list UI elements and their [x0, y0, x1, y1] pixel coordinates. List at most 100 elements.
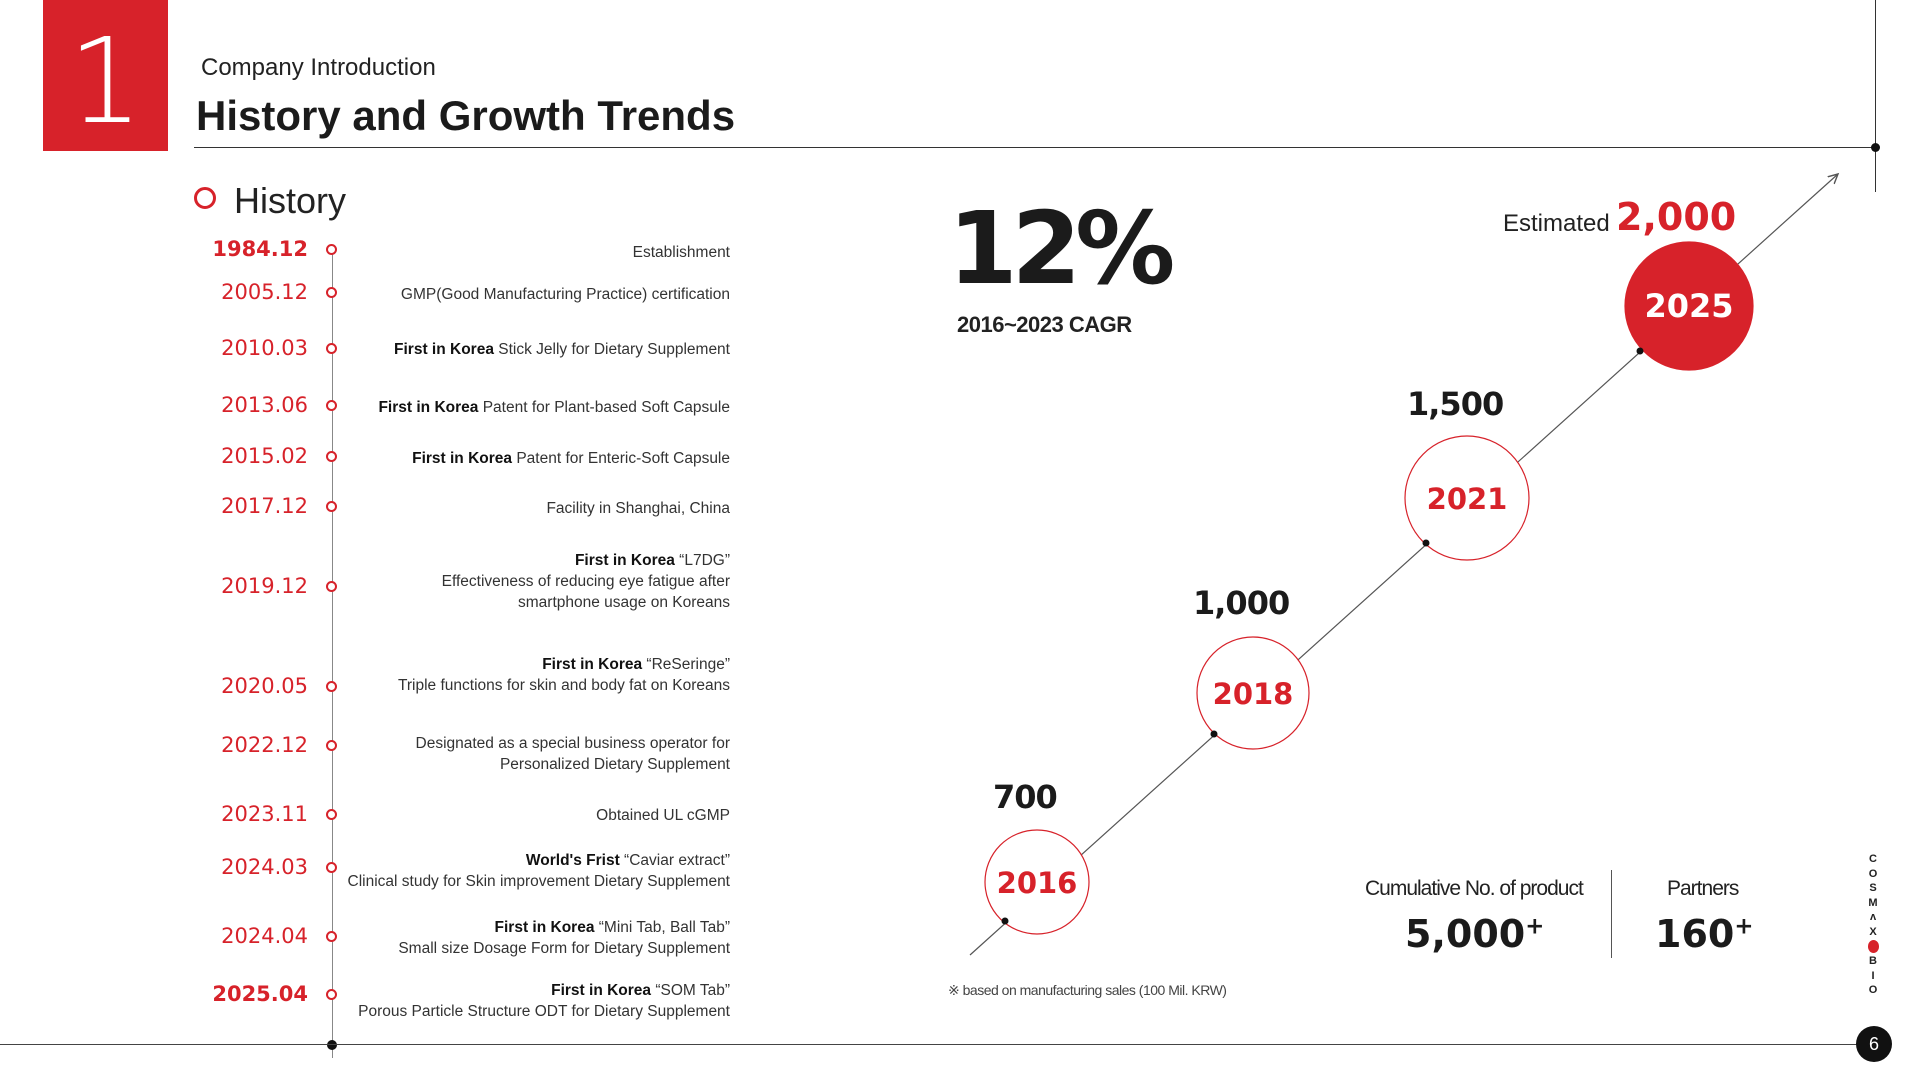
- stat-divider: [1611, 870, 1612, 958]
- timeline-highlight: First in Korea: [412, 450, 513, 467]
- timeline-line-text: Personalized Dietary Supplement: [330, 754, 730, 775]
- timeline-text: Clinical study for Skin improvement Diet…: [347, 873, 731, 890]
- timeline-line-text: Triple functions for skin and body fat o…: [330, 675, 730, 696]
- trend-point-dot: [1210, 730, 1218, 738]
- timeline-dot: [326, 931, 337, 942]
- timeline-description: First in Korea Stick Jelly for Dietary S…: [330, 339, 730, 360]
- header-divider: [194, 147, 1876, 148]
- timeline-date: 2024.04: [221, 924, 308, 948]
- timeline-date: 2010.03: [221, 336, 308, 360]
- estimated-label: Estimated: [1503, 210, 1610, 237]
- timeline-line-text: Establishment: [330, 242, 730, 263]
- timeline-text: Establishment: [632, 244, 730, 261]
- timeline-description: Establishment: [330, 242, 730, 263]
- timeline-date: 2020.05: [221, 674, 308, 698]
- timeline-line-text: GMP(Good Manufacturing Practice) certifi…: [330, 284, 730, 305]
- plus-sign: +: [1734, 913, 1754, 940]
- stat-partners-label: Partners: [1667, 877, 1739, 900]
- timeline-dot: [326, 681, 337, 692]
- brand-letter: X: [1869, 925, 1877, 938]
- timeline-description: First in Korea “SOM Tab” Porous Particle …: [330, 980, 730, 1022]
- timeline-line-text: First in Korea “Mini Tab, Ball Tab”: [330, 917, 730, 938]
- timeline-line-text: First in Korea Patent for Enteric-Soft C…: [330, 448, 730, 469]
- timeline-description: First in Korea Patent for Enteric-Soft C…: [330, 448, 730, 469]
- trend-year-label: 2018: [1213, 677, 1294, 711]
- timeline-dot: [326, 400, 337, 411]
- timeline-text: Designated as a special business operato…: [415, 735, 731, 752]
- timeline-line-text: Obtained UL cGMP: [330, 805, 730, 826]
- timeline-highlight: First in Korea: [494, 919, 595, 936]
- timeline-dot: [326, 451, 337, 462]
- timeline-highlight: First in Korea: [542, 656, 643, 673]
- stat-products-value: 5,000+: [1405, 912, 1544, 956]
- timeline-text: Obtained UL cGMP: [596, 807, 730, 824]
- right-vertical-rule: [1875, 0, 1876, 192]
- history-heading: History: [234, 180, 347, 221]
- timeline-dot: [326, 740, 337, 751]
- timeline-description: World's Frist “Caviar extract” Clinical s…: [330, 850, 731, 892]
- timeline-dot: [326, 287, 337, 298]
- timeline-highlight: First in Korea: [574, 552, 675, 569]
- brand-letter: M: [1868, 896, 1878, 909]
- trend-point-dot: [1001, 917, 1009, 925]
- brand-vertical-logo: C O S M ʌ X B I O: [1864, 852, 1882, 998]
- timeline-text: “Caviar extract”: [619, 852, 730, 869]
- timeline-description: Facility in Shanghai, China: [330, 498, 730, 519]
- timeline-line-text: Small size Dosage Form for Dietary Suppl…: [330, 938, 730, 959]
- timeline-date: 2019.12: [221, 574, 308, 598]
- timeline-date: 2013.06: [221, 393, 308, 417]
- brand-letter: C: [1869, 853, 1877, 865]
- cagr-value: 12%: [948, 190, 1175, 307]
- timeline-date: 2017.12: [221, 494, 308, 518]
- estimated-value: 2,000: [1616, 195, 1737, 239]
- timeline-date: 1984.12: [212, 237, 308, 261]
- timeline-text: Patent for Enteric-Soft Capsule: [512, 450, 730, 467]
- section-number-box: 1: [43, 0, 168, 151]
- timeline-description: First in Korea “ReSeringe” Triple functio…: [330, 654, 730, 696]
- cagr-label: 2016~2023 CAGR: [957, 312, 1132, 337]
- timeline-line-text: Facility in Shanghai, China: [330, 498, 730, 519]
- plus-sign: +: [1525, 913, 1545, 940]
- timeline-dot: [326, 501, 337, 512]
- timeline-text: “ReSeringe”: [642, 656, 730, 673]
- brand-letter: O: [1868, 867, 1878, 880]
- timeline-date: 2024.03: [221, 855, 308, 879]
- trend-value-label: 700: [993, 778, 1058, 816]
- timeline-highlight: World's Frist: [525, 852, 620, 869]
- timeline-text: Effectiveness of reducing eye fatigue af…: [441, 573, 730, 590]
- timeline-description: Designated as a special business operato…: [330, 733, 731, 775]
- trend-point-circle: [984, 829, 1090, 935]
- timeline-date: 2025.04: [212, 982, 308, 1006]
- timeline-date: 2022.12: [221, 733, 308, 757]
- timeline-date: 2023.11: [221, 802, 308, 826]
- page-title: History and Growth Trends: [196, 92, 736, 139]
- section-number: 1: [67, 12, 144, 150]
- timeline-text: Facility in Shanghai, China: [546, 500, 730, 517]
- timeline-text: smartphone usage on Koreans: [518, 594, 730, 611]
- brand-letter: B: [1869, 955, 1877, 967]
- timeline-dot: [326, 244, 337, 255]
- trend-point-dot: [1636, 347, 1644, 355]
- timeline-text: Porous Particle Structure ODT for Dietar…: [358, 1003, 730, 1020]
- timeline-text: Patent for Plant-based Soft Capsule: [478, 399, 730, 416]
- timeline-text: Small size Dosage Form for Dietary Suppl…: [398, 940, 730, 957]
- timeline-text: Personalized Dietary Supplement: [499, 756, 730, 773]
- stat-products-label: Cumulative No. of product: [1365, 877, 1584, 900]
- timeline-line: [332, 248, 333, 1058]
- timeline-line-text: Porous Particle Structure ODT for Dietar…: [330, 1001, 730, 1022]
- timeline-line-text: First in Korea “ReSeringe”: [330, 654, 730, 675]
- timeline-text: Stick Jelly for Dietary Supplement: [493, 341, 730, 358]
- trend-value-label: 1,000: [1193, 584, 1290, 622]
- trend-year-label: 2025: [1644, 287, 1733, 325]
- page-number: 6: [1856, 1026, 1892, 1062]
- section-label: Company Introduction: [201, 54, 436, 81]
- timeline-line-text: First in Korea “L7DG”: [330, 550, 730, 571]
- trend-point-dot: [1422, 539, 1430, 547]
- footnote: ※ based on manufacturing sales (100 Mil.…: [948, 982, 1227, 998]
- brand-letter: ʌ: [1869, 911, 1877, 923]
- trend-point-circle: [1404, 435, 1530, 561]
- timeline-text: GMP(Good Manufacturing Practice) certifi…: [400, 286, 730, 303]
- timeline-dot: [326, 989, 337, 1000]
- brand-letter: O: [1868, 984, 1878, 996]
